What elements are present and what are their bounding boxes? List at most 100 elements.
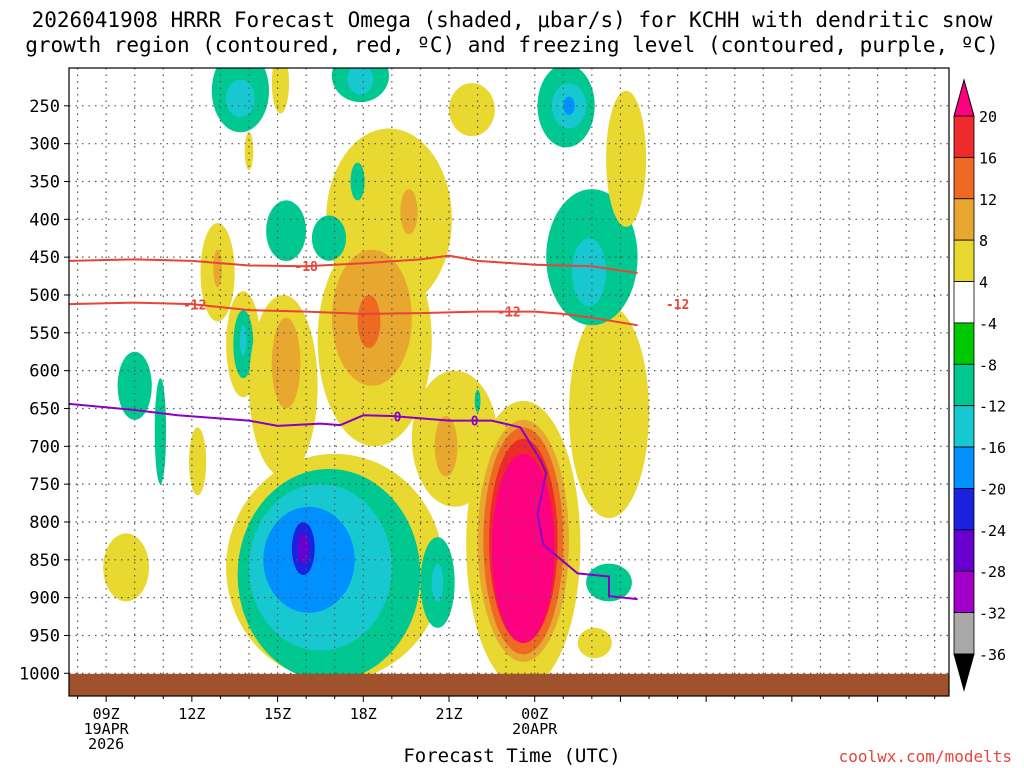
colorbar-label-2: 12 — [979, 191, 997, 209]
colorbar-band-1 — [953, 156, 975, 200]
x-axis-label: Forecast Time (UTC) — [403, 745, 621, 767]
colorbar-label-12: -32 — [979, 605, 1006, 623]
contour-label-freezing_0c-1: 0 — [471, 415, 479, 430]
credit-link[interactable]: coolwx.com/modelts — [838, 747, 1012, 766]
omega-region-15 — [213, 249, 222, 288]
omega-region-37 — [297, 533, 309, 564]
y-tick-400: 400 — [29, 210, 60, 230]
contour-label-dgz_minus12-1: -12 — [497, 306, 520, 321]
y-tick-700: 700 — [29, 437, 60, 457]
colorbar-label-3: 8 — [979, 232, 988, 250]
colorbar-band-3 — [953, 239, 975, 282]
y-tick-950: 950 — [29, 626, 60, 646]
x-tick-label-1-0: 12Z — [178, 705, 205, 723]
colorbar-label-6: -8 — [979, 356, 997, 374]
colorbar-band-10 — [953, 529, 975, 572]
omega-region-10 — [449, 83, 495, 137]
colorbar-label-11: -28 — [979, 563, 1006, 581]
y-tick-450: 450 — [29, 248, 60, 268]
omega-shading — [103, 68, 649, 689]
y-tick-750: 750 — [29, 475, 60, 495]
omega-region-3 — [347, 68, 374, 95]
contour-freezing_0c — [69, 402, 638, 601]
omega-region-50 — [571, 238, 607, 307]
contour-label-freezing_0c-0: 0 — [394, 411, 402, 426]
grid — [69, 68, 949, 696]
colorbar-label-9: -20 — [979, 480, 1006, 498]
omega-region-51 — [606, 90, 647, 227]
y-tick-300: 300 — [29, 135, 60, 155]
colorbar-label-7: -12 — [979, 398, 1006, 416]
y-tick-900: 900 — [29, 589, 60, 609]
plot-frame — [68, 67, 950, 697]
y-tick-600: 600 — [29, 362, 60, 382]
omega-region-6 — [563, 96, 575, 115]
chart-title: 2026041908 HRRR Forecast Omega (shaded, … — [0, 8, 1024, 58]
omega-region-39 — [431, 563, 444, 602]
colorbar: 20 16 12 8 4 -4 -8 -12 -16 -20 -24 -28 -32 -36 — [953, 78, 1006, 692]
colorbar-band-4 — [953, 281, 975, 324]
colorbar-label-8: -16 — [979, 439, 1006, 457]
omega-region-18 — [239, 325, 247, 356]
y-tick-250: 250 — [29, 97, 60, 117]
omega-region-11 — [350, 162, 365, 201]
contours: -18 -12 -12 -12 0 0 — [69, 254, 689, 601]
axes: 250 300 350 400 450 500 550 600 650 700 750 800 850 9… — [19, 97, 936, 753]
omega-region-1 — [226, 79, 255, 118]
y-tick-650: 650 — [29, 399, 60, 419]
omega-region-44 — [491, 453, 555, 644]
colorbar-band-11 — [953, 570, 975, 614]
x-tick-label-3-0: 18Z — [350, 705, 377, 723]
omega-region-27 — [117, 351, 152, 420]
y-tick-500: 500 — [29, 286, 60, 306]
omega-region-7 — [271, 68, 289, 114]
x-tick-label-4-0: 21Z — [435, 705, 462, 723]
colorbar-band-2 — [953, 198, 975, 241]
colorbar-label-5: -4 — [979, 315, 997, 333]
omega-region-46 — [569, 306, 649, 519]
omega-region-19 — [244, 132, 254, 171]
colorbar-label-1: 16 — [979, 149, 997, 167]
colorbar-band-9 — [953, 488, 975, 531]
omega-region-24 — [357, 295, 381, 348]
colorbar-label-4: 4 — [979, 274, 988, 292]
colorbar-label-13: -36 — [979, 646, 1006, 664]
omega-region-21 — [271, 317, 301, 409]
contour-label-dgz_minus12-2: -12 — [666, 298, 689, 313]
colorbar-band-0 — [953, 115, 975, 158]
title-line-1: 2026041908 HRRR Forecast Omega (shaded, … — [31, 8, 993, 32]
contour-label-dgz_minus12-0: -12 — [183, 298, 206, 313]
x-tick-label-5-0: 00Z — [521, 705, 548, 723]
contour-dgz_minus12 — [69, 301, 638, 327]
colorbar-band-8 — [953, 446, 975, 489]
x-tick-label-0-1: 19APR — [84, 720, 130, 738]
omega-region-12 — [266, 200, 307, 261]
omega-region-9 — [400, 189, 418, 235]
y-tick-350: 350 — [29, 172, 60, 192]
contour-dgz_minus18 — [69, 254, 638, 274]
colorbar-top-triangle — [953, 78, 975, 117]
x-tick-label-0-0: 09Z — [93, 705, 120, 723]
omega-region-30 — [103, 533, 149, 602]
y-tick-1000: 1000 — [19, 664, 60, 684]
omega-region-48 — [577, 627, 612, 659]
colorbar-band-7 — [953, 405, 975, 448]
x-tick-label-2-0: 15Z — [264, 705, 291, 723]
x-tick-label-5-1: 20APR — [512, 720, 558, 738]
ground-surface — [69, 673, 949, 696]
y-tick-550: 550 — [29, 324, 60, 344]
y-tick-850: 850 — [29, 551, 60, 571]
colorbar-band-12 — [953, 612, 975, 655]
omega-region-29 — [189, 427, 207, 496]
colorbar-bottom-triangle — [953, 653, 975, 692]
colorbar-label-10: -24 — [979, 522, 1006, 540]
colorbar-label-0: 20 — [979, 108, 997, 126]
title-line-2: growth region (contoured, red, ºC) and f… — [25, 33, 999, 57]
omega-region-28 — [154, 378, 167, 485]
colorbar-band-6 — [953, 363, 975, 407]
x-tick-label-0-2: 2026 — [88, 735, 124, 753]
contour-label-dgz_minus18-0: -18 — [294, 260, 318, 275]
y-tick-800: 800 — [29, 513, 60, 533]
colorbar-band-5 — [953, 322, 975, 365]
